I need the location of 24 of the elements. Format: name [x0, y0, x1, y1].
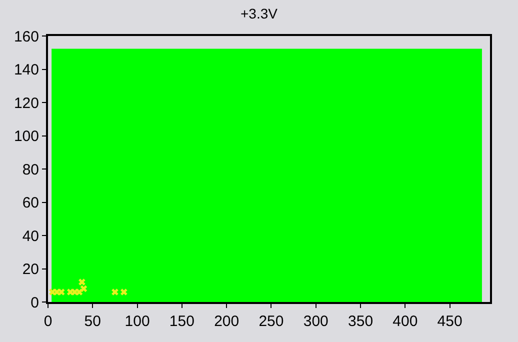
point: [120, 288, 128, 296]
y-tick-label: 80: [22, 161, 39, 178]
x-tick-label: 350: [348, 313, 374, 330]
chart-title: +3.3V: [240, 5, 278, 22]
y-tick-label: 60: [22, 194, 39, 212]
x-tick-label: 100: [124, 313, 150, 330]
x-tick-label: 300: [303, 313, 328, 330]
y-tick-label: 40: [22, 228, 39, 245]
point: [112, 288, 118, 296]
x-tick-label: 250: [258, 313, 284, 330]
y-tick-label: 140: [14, 62, 39, 78]
x-tick-label: 400: [392, 313, 418, 330]
x-tick-label: 0: [44, 313, 52, 330]
y-tick-label: 100: [14, 128, 39, 145]
y-tick-label: 20: [22, 261, 39, 278]
point: [78, 278, 86, 286]
x-tick-label: 50: [84, 313, 101, 330]
x-tick-label: 200: [214, 313, 240, 330]
y-tick-label: 120: [14, 94, 39, 112]
x-tick-label: 450: [437, 313, 462, 330]
y-tick-label: 160: [14, 28, 39, 46]
y-tick-label: 0: [30, 294, 39, 312]
point: [80, 285, 88, 292]
x-tick-label: 150: [169, 313, 194, 330]
